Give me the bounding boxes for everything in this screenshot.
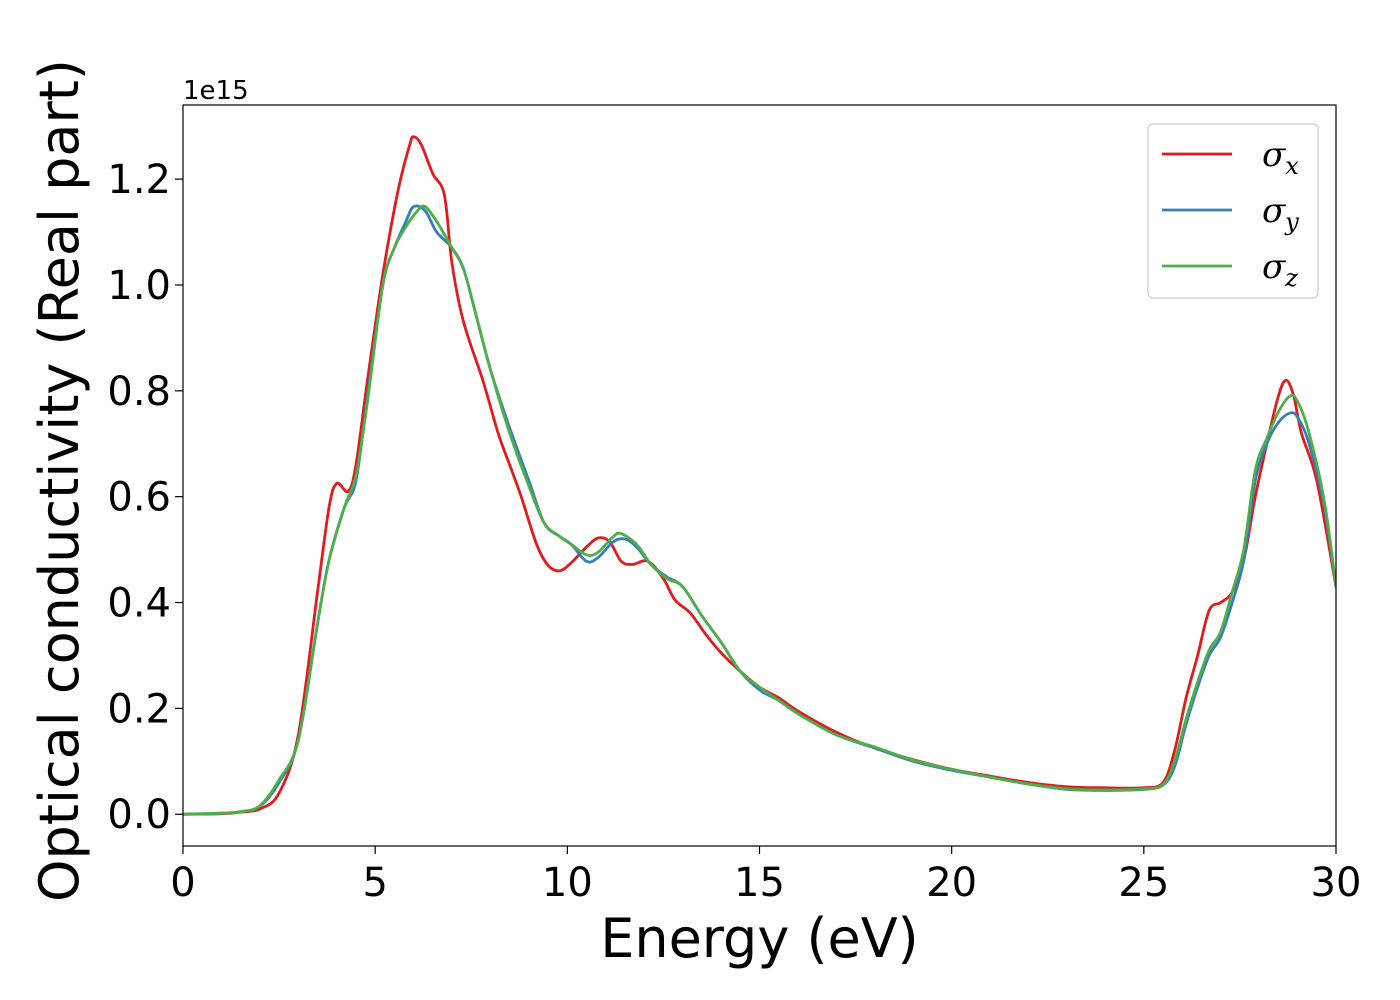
y-tick-label: 0.8: [107, 369, 171, 415]
y-tick-label: 1.2: [107, 157, 171, 203]
y-tick-label: 1.0: [107, 263, 171, 309]
legend-label-base: σ: [1262, 135, 1286, 175]
legend-label-subscript: z: [1284, 264, 1298, 292]
series-line-z: [183, 204, 1336, 816]
x-axis: 0 5 10 15 20 25 30: [170, 846, 1361, 906]
x-tick-label: 25: [1118, 860, 1169, 906]
legend-label-x: σx: [1262, 135, 1299, 180]
legend-label-subscript: x: [1285, 152, 1299, 180]
y-axis-label: Optical conductivity (Real part): [28, 59, 91, 902]
legend-box: [1147, 123, 1319, 299]
legend-label-base: σ: [1262, 247, 1286, 287]
x-tick-label: 30: [1311, 860, 1362, 906]
y-tick-label: 0.6: [107, 475, 171, 521]
legend-label-base: σ: [1262, 191, 1286, 231]
x-axis-label: Energy (eV): [600, 907, 919, 970]
x-tick-label: 20: [926, 860, 977, 906]
x-tick-label: 10: [542, 860, 593, 906]
legend-label-y: σy: [1262, 191, 1299, 236]
y-tick-label: 0.2: [107, 686, 171, 732]
series-line-x: [183, 135, 1336, 816]
series-layer: [183, 135, 1336, 816]
y-tick-label: 0.4: [107, 581, 171, 627]
x-tick-label: 15: [734, 860, 785, 906]
x-tick-label: 5: [362, 860, 387, 906]
legend-label-z: σz: [1262, 247, 1298, 292]
x-tick-label: 0: [170, 860, 195, 906]
y-offset-label: 1e15: [183, 76, 249, 106]
y-tick-label: 0.0: [107, 792, 171, 838]
legend-label-subscript: y: [1284, 208, 1299, 236]
y-axis: 0.0 0.2 0.4 0.6 0.8 1.0 1.2: [107, 157, 183, 838]
